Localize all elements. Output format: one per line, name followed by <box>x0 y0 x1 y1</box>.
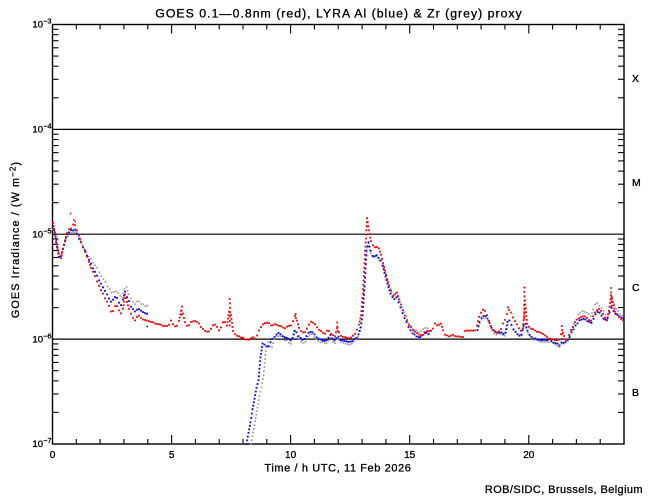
svg-text:M: M <box>632 177 641 189</box>
svg-text:10: 10 <box>32 125 43 136</box>
svg-text:10: 10 <box>285 450 297 461</box>
svg-text:GOES Irradiance / (W m−2): GOES Irradiance / (W m−2) <box>9 161 23 318</box>
svg-text:10: 10 <box>32 439 43 450</box>
svg-text:5: 5 <box>169 450 175 461</box>
svg-text:−6: −6 <box>43 331 51 340</box>
svg-text:−7: −7 <box>43 436 51 445</box>
svg-text:ROB/SIDC, Brussels, Belgium: ROB/SIDC, Brussels, Belgium <box>485 484 643 496</box>
svg-text:−4: −4 <box>43 122 51 131</box>
svg-text:−3: −3 <box>43 17 51 26</box>
svg-text:X: X <box>632 73 639 85</box>
svg-text:10: 10 <box>32 20 43 31</box>
svg-text:−5: −5 <box>43 226 51 235</box>
svg-text:GOES 0.1—0.8nm (red), LYRA Al: GOES 0.1—0.8nm (red), LYRA Al (blue) & Z… <box>155 7 522 21</box>
svg-text:15: 15 <box>404 450 416 461</box>
svg-text:C: C <box>632 282 640 294</box>
svg-text:0: 0 <box>50 450 56 461</box>
svg-text:20: 20 <box>523 450 535 461</box>
svg-text:10: 10 <box>32 334 43 345</box>
svg-text:10: 10 <box>32 229 43 240</box>
svg-text:Time / h UTC, 11 Feb 2026: Time / h UTC, 11 Feb 2026 <box>264 463 411 475</box>
svg-text:B: B <box>632 387 639 399</box>
